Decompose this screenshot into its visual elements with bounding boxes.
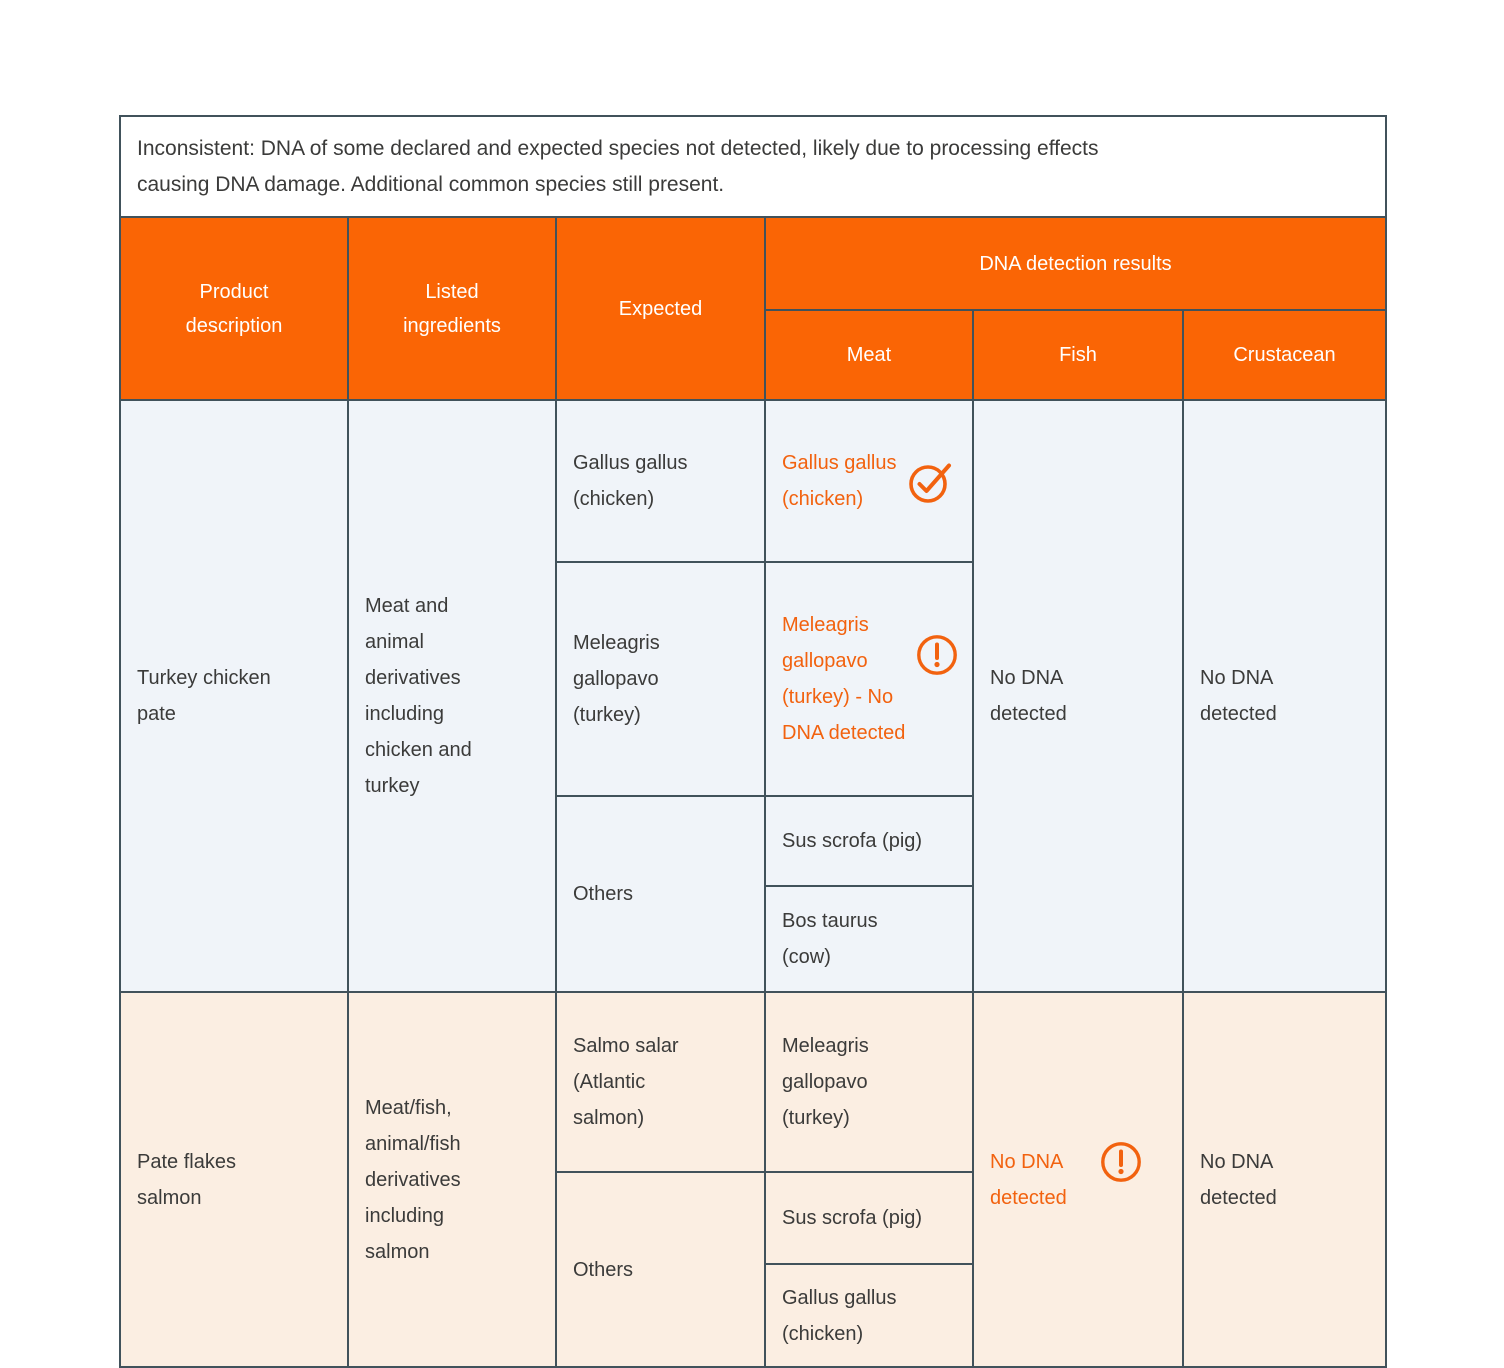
fish-result-text: No DNA detected bbox=[990, 1150, 1067, 1209]
ingredients-cell: Meat and animal derivatives including ch… bbox=[347, 399, 557, 993]
crustacean-result-cell: No DNA detected bbox=[1181, 991, 1388, 1368]
expected-species-cell: Gallus gallus (chicken) bbox=[555, 399, 766, 563]
meat-result-cell: Bos taurus (cow) bbox=[764, 885, 974, 993]
alert-circle-icon bbox=[1100, 1141, 1141, 1182]
header-expected: Expected bbox=[555, 216, 766, 401]
meat-result-text: Meleagris gallopavo (turkey) - No DNA de… bbox=[782, 614, 906, 744]
meat-result-cell: Gallus gallus (chicken) bbox=[764, 1263, 974, 1368]
meat-result-cell: Sus scrofa (pig) bbox=[764, 795, 974, 887]
fish-result-cell: No DNA detected bbox=[972, 399, 1184, 993]
expected-species-cell: Meleagris gallopavo (turkey) bbox=[555, 561, 766, 797]
header-crustacean: Crustacean bbox=[1181, 309, 1388, 401]
alert-circle-icon bbox=[917, 635, 958, 675]
inconsistency-note: Inconsistent: DNA of some declared and e… bbox=[118, 115, 1388, 218]
product-cell: Pate flakes salmon bbox=[119, 991, 349, 1368]
fish-result-cell: No DNA detected bbox=[972, 991, 1184, 1368]
expected-species-cell: Others bbox=[555, 795, 766, 993]
expected-species-cell: Salmo salar (Atlantic salmon) bbox=[555, 991, 766, 1173]
meat-result-text: Gallus gallus (chicken) bbox=[782, 452, 897, 510]
header-product-description: Product description bbox=[119, 216, 349, 401]
header-dna-detection-results: DNA detection results bbox=[763, 216, 1388, 311]
header-fish: Fish bbox=[972, 309, 1184, 401]
meat-result-cell: Meleagris gallopavo (turkey) - No DNA de… bbox=[764, 561, 974, 797]
header-listed-ingredients: Listed ingredients bbox=[347, 216, 557, 401]
expected-species-cell: Others bbox=[555, 1171, 766, 1368]
ingredients-cell: Meat/fish, animal/fish derivatives inclu… bbox=[347, 991, 557, 1368]
header-meat: Meat bbox=[764, 309, 974, 401]
dna-results-figure: Inconsistent: DNA of some declared and e… bbox=[118, 115, 1388, 1368]
check-circle-icon bbox=[908, 463, 951, 503]
dna-results-table: Inconsistent: DNA of some declared and e… bbox=[118, 115, 1388, 1368]
meat-result-cell: Meleagris gallopavo (turkey) bbox=[764, 991, 974, 1173]
meat-result-cell: Sus scrofa (pig) bbox=[764, 1171, 974, 1265]
product-cell: Turkey chicken pate bbox=[119, 399, 349, 993]
meat-result-cell: Gallus gallus (chicken) bbox=[764, 399, 974, 563]
crustacean-result-cell: No DNA detected bbox=[1181, 399, 1388, 993]
